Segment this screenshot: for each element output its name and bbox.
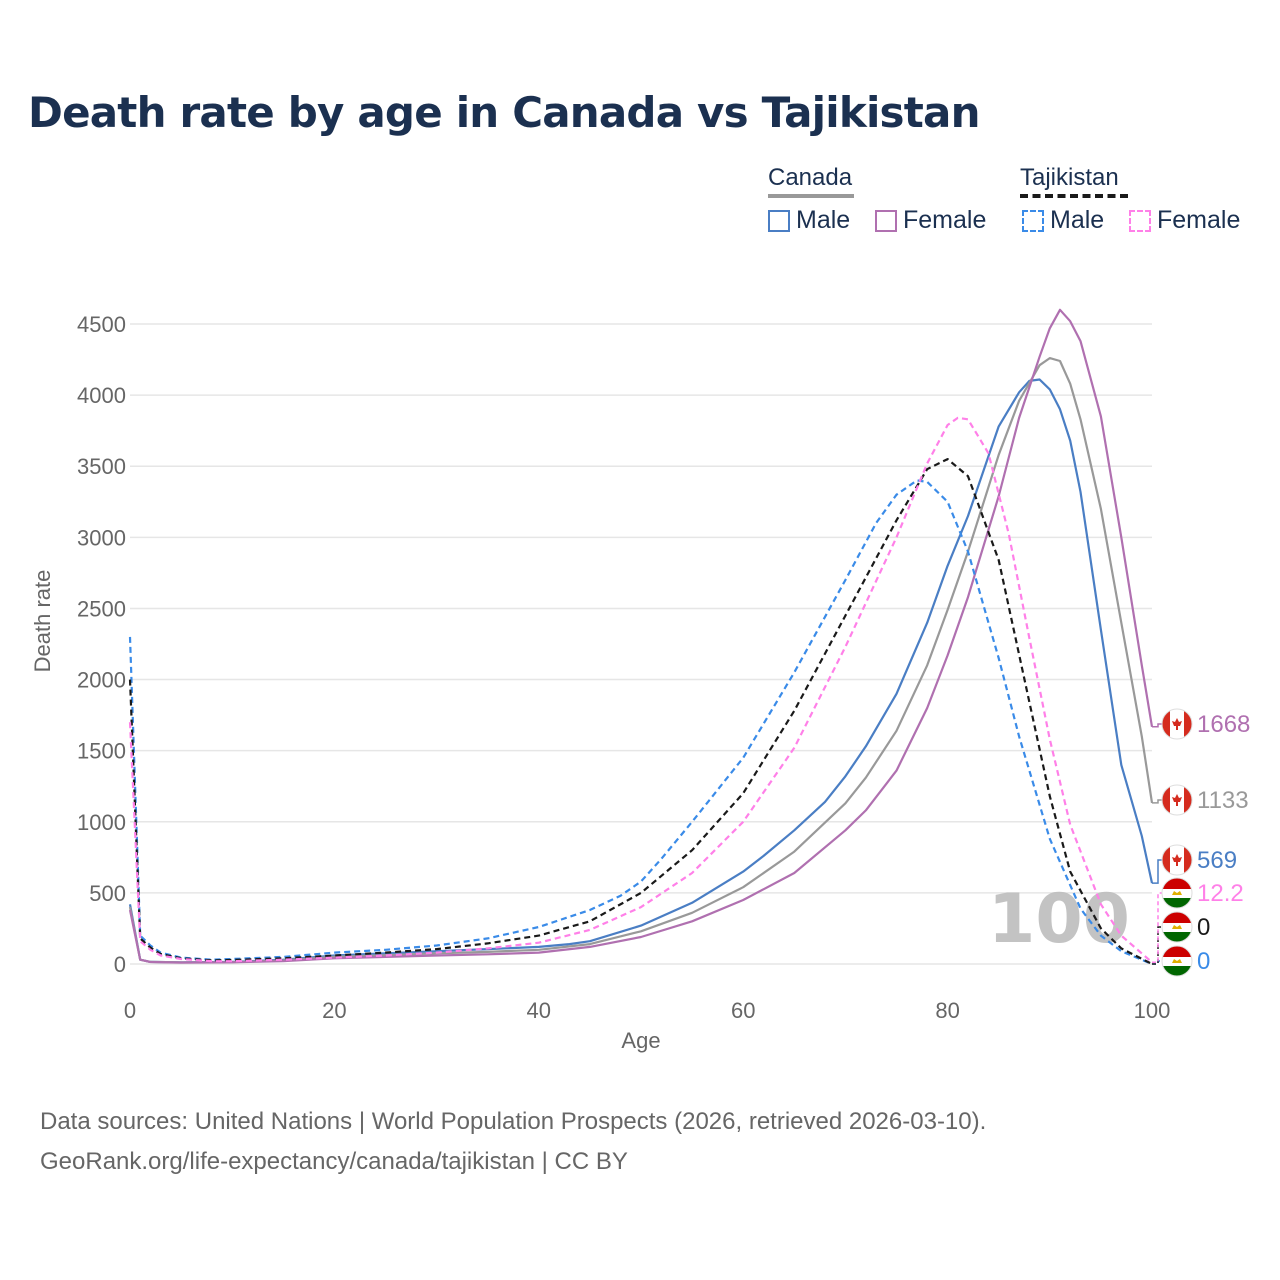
end-connector-tajikistan_female [1152, 892, 1162, 964]
end-value-tajikistan_female: 12.2 [1197, 880, 1244, 907]
y-axis-label: Death rate [30, 570, 55, 673]
series-lines [128, 308, 1154, 966]
flag-icon-canada_female [1161, 708, 1193, 740]
x-axis-label: Age [621, 1028, 660, 1053]
x-tick-label: 40 [527, 998, 551, 1023]
end-labels: 569 1133 1668 0 0 12.2 [1152, 708, 1250, 977]
end-connector-canada_male [1152, 859, 1162, 884]
legend-tajikistan-male[interactable]: Male [1022, 206, 1104, 235]
legend-swatch-tajikistan-male [1022, 209, 1044, 232]
legend-swatch-canada-male [768, 209, 790, 232]
flag-icon-tajikistan_male [1161, 945, 1193, 977]
x-axis-ticks: 0 20 40 60 80 100 [124, 998, 1170, 1023]
legend-canada-male[interactable]: Male [768, 206, 850, 235]
x-tick-label: 60 [731, 998, 755, 1023]
end-connector-canada_female [1152, 723, 1162, 728]
flag-icon-canada_total [1161, 784, 1193, 816]
legend-swatch-canada-female [875, 209, 897, 232]
y-tick-label: 3500 [77, 454, 126, 479]
y-axis-ticks: 0 500 1000 1500 2000 2500 3000 3500 4000 4500 [77, 312, 126, 977]
footer-sources: Data sources: United Nations | World Pop… [40, 1108, 987, 1135]
legend-tajikistan-female[interactable]: Female [1129, 206, 1240, 235]
end-value-tajikistan_total: 0 [1197, 914, 1210, 941]
end-connector-tajikistan_total [1152, 926, 1162, 965]
footer-link[interactable]: GeoRank.org/life-expectancy/canada/tajik… [40, 1148, 628, 1175]
y-tick-label: 4000 [77, 383, 126, 408]
legend-tajikistan-male-label: Male [1050, 206, 1105, 234]
y-tick-label: 1500 [77, 739, 126, 764]
end-connector-canada_total [1152, 799, 1162, 804]
flag-icon-canada_male [1161, 844, 1193, 876]
legend-swatch-tajikistan-female [1129, 209, 1151, 232]
end-value-canada_total: 1133 [1197, 787, 1249, 814]
series-line-tajikistan_male[interactable] [128, 479, 1153, 966]
series-line-canada_female[interactable] [128, 308, 1154, 964]
legend-canada-female-label: Female [903, 206, 987, 234]
y-tick-label: 0 [114, 952, 126, 977]
legend-tajikistan-heading: Tajikistan [1020, 164, 1119, 191]
legend-canada-male-label: Male [796, 206, 851, 234]
grid [130, 323, 1152, 965]
legend-tajikistan-female-label: Female [1157, 206, 1241, 234]
legend-tajikistan-line [1020, 194, 1128, 198]
y-tick-label: 1000 [77, 810, 126, 835]
year-watermark: 100 [988, 880, 1130, 959]
y-tick-label: 2000 [77, 668, 126, 693]
series-line-canada_male[interactable] [128, 378, 1154, 964]
end-value-canada_female: 1668 [1197, 711, 1250, 738]
y-tick-label: 3000 [77, 525, 126, 550]
legend-canada-heading: Canada [768, 164, 853, 191]
chart-title: Death rate by age in Canada vs Tajikista… [28, 88, 980, 137]
end-value-tajikistan_male: 0 [1197, 948, 1210, 975]
x-tick-label: 0 [124, 998, 136, 1023]
legend-canada-line [768, 194, 854, 198]
legend-canada-female[interactable]: Female [875, 206, 986, 235]
y-tick-label: 500 [89, 881, 126, 906]
x-tick-label: 80 [935, 998, 959, 1023]
x-tick-label: 100 [1134, 998, 1171, 1023]
y-tick-label: 2500 [77, 596, 126, 621]
flag-icon-tajikistan_total [1161, 911, 1193, 943]
end-value-canada_male: 569 [1197, 847, 1237, 874]
y-tick-label: 4500 [77, 312, 126, 337]
flag-icon-tajikistan_female [1161, 877, 1193, 909]
x-tick-label: 20 [322, 998, 346, 1023]
